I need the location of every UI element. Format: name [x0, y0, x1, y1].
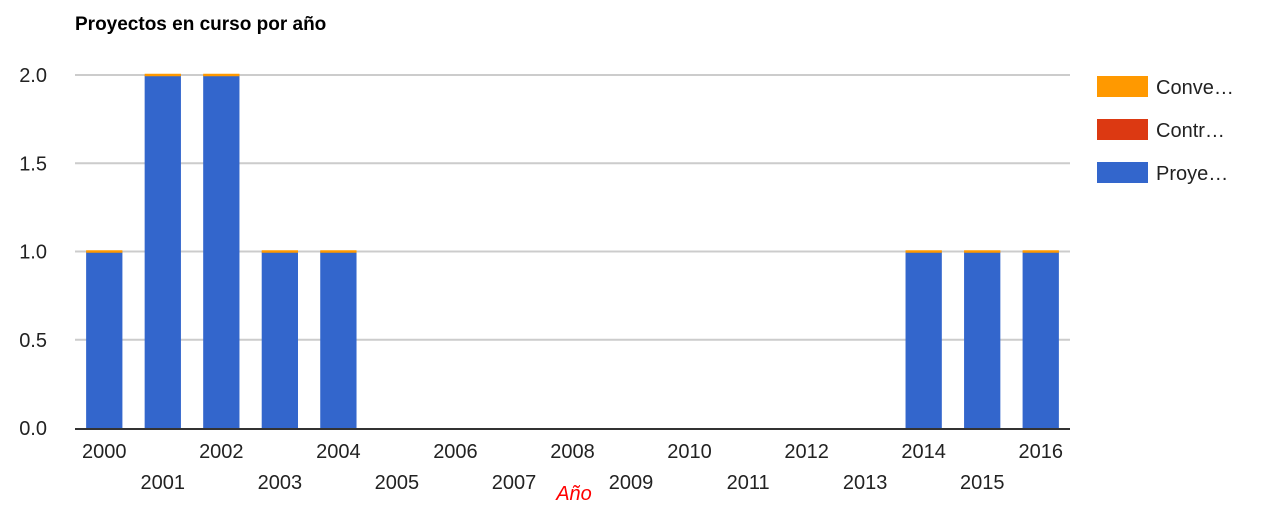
bar-proye-2003[interactable]: [261, 251, 298, 429]
y-tick-label: 1.5: [19, 153, 47, 175]
x-tick-label: 2002: [199, 441, 244, 463]
legend-swatch[interactable]: [1097, 76, 1148, 97]
x-tick-label: 2010: [667, 441, 712, 463]
x-tick-label: 2009: [609, 472, 654, 494]
bar-proye-2000[interactable]: [86, 251, 123, 429]
legend-swatch[interactable]: [1097, 162, 1148, 183]
x-tick-label: 2013: [843, 472, 888, 494]
x-tick-label: 2007: [492, 472, 537, 494]
bar-proye-2002[interactable]: [203, 75, 240, 428]
bar-cap-2002: [203, 73, 240, 77]
legend-label[interactable]: Conve…: [1156, 77, 1234, 99]
x-axis-title: Año: [555, 483, 592, 505]
x-tick-label: 2006: [433, 441, 478, 463]
bar-cap-2015: [964, 250, 1001, 253]
bar-cap-2000: [86, 250, 123, 253]
x-tick-label: 2012: [784, 441, 829, 463]
legend-swatch[interactable]: [1097, 119, 1148, 140]
y-tick-label: 2.0: [19, 65, 47, 87]
bar-proye-2004[interactable]: [320, 251, 357, 429]
bar-cap-2014: [905, 250, 942, 253]
gridlines: [75, 74, 1070, 341]
axes: 0.0 0.5 1.0 1.5 2.0 2000 2001 2002 2003 2004 2005 2…: [19, 65, 1070, 494]
legend[interactable]: Conve… Contr… Proye…: [1097, 76, 1234, 185]
bar-proye-2016[interactable]: [1022, 251, 1059, 429]
bar-cap-2004: [320, 250, 357, 253]
x-tick-label: 2000: [82, 441, 127, 463]
x-tick-label: 2001: [141, 472, 186, 494]
x-tick-label: 2016: [1018, 441, 1063, 463]
bar-cap-2003: [261, 250, 298, 253]
legend-label[interactable]: Proye…: [1156, 163, 1228, 185]
bar-proye-2015[interactable]: [964, 251, 1001, 429]
bar-cap-2001: [144, 73, 181, 77]
x-tick-label: 2014: [901, 441, 946, 463]
legend-label[interactable]: Contr…: [1156, 120, 1225, 142]
x-tick-label: 2008: [550, 441, 595, 463]
x-tick-label: 2003: [258, 472, 303, 494]
x-tick-label: 2004: [316, 441, 361, 463]
y-tick-label: 0.0: [19, 418, 47, 440]
x-tick-label: 2011: [727, 472, 770, 494]
bar-proye-2001[interactable]: [144, 75, 181, 428]
y-tick-label: 0.5: [19, 330, 47, 352]
x-tick-label: 2015: [960, 472, 1005, 494]
bar-cap-2016: [1022, 250, 1059, 253]
chart-title: Proyectos en curso por año: [75, 14, 327, 35]
bars: [86, 73, 1059, 429]
bar-proye-2014[interactable]: [905, 251, 942, 429]
x-tick-label: 2005: [375, 472, 420, 494]
y-tick-label: 1.0: [19, 242, 47, 264]
